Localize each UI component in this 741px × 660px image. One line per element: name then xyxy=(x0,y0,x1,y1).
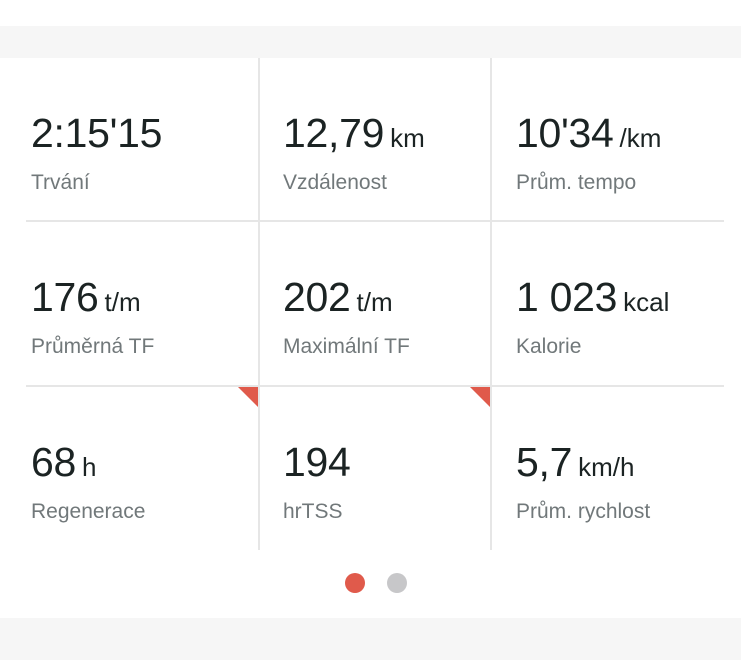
metric-value: 68 h xyxy=(31,439,97,485)
metric-value: 202 t/m xyxy=(283,274,393,320)
metric-label: Prům. rychlost xyxy=(516,500,651,523)
divider xyxy=(258,58,260,550)
metrics-grid: 2:15'15 Trvání 12,79 km Vzdálenost 10'34/… xyxy=(26,58,724,550)
metric-tile-duration[interactable]: 2:15'15 Trvání xyxy=(26,58,258,220)
metric-label: Průměrná TF xyxy=(31,335,155,358)
info-corner-icon xyxy=(238,387,258,407)
metric-tile-max-cadence[interactable]: 202 t/m Maximální TF xyxy=(260,222,490,385)
metric-tile-distance[interactable]: 12,79 km Vzdálenost xyxy=(260,58,490,220)
info-corner-icon xyxy=(470,387,490,407)
metric-value: 2:15'15 xyxy=(31,110,163,156)
divider xyxy=(490,58,492,550)
top-band xyxy=(0,26,741,58)
metric-label: hrTSS xyxy=(283,500,343,523)
metric-tile-hrtss[interactable]: 194 hrTSS xyxy=(260,387,490,550)
page-indicator xyxy=(0,573,741,595)
bottom-band xyxy=(0,618,741,660)
divider xyxy=(26,220,724,222)
metric-value: 12,79 km xyxy=(283,110,425,156)
metric-tile-avg-speed[interactable]: 5,7 km/h Prům. rychlost xyxy=(492,387,724,550)
metric-value: 10'34/km xyxy=(516,110,662,156)
metric-label: Regenerace xyxy=(31,500,146,523)
metric-value: 194 xyxy=(283,439,351,485)
metric-tile-recovery[interactable]: 68 h Regenerace xyxy=(26,387,258,550)
metric-label: Prům. tempo xyxy=(516,171,637,194)
metric-label: Kalorie xyxy=(516,335,582,358)
metric-tile-calories[interactable]: 1 023 kcal Kalorie xyxy=(492,222,724,385)
metric-value: 5,7 km/h xyxy=(516,439,635,485)
metric-value: 176 t/m xyxy=(31,274,141,320)
metric-label: Maximální TF xyxy=(283,335,410,358)
divider xyxy=(26,385,724,387)
metric-tile-avg-pace[interactable]: 10'34/km Prům. tempo xyxy=(492,58,724,220)
page-dot-active[interactable] xyxy=(345,573,365,593)
metric-tile-avg-cadence[interactable]: 176 t/m Průměrná TF xyxy=(26,222,258,385)
page-dot[interactable] xyxy=(387,573,407,593)
metric-label: Vzdálenost xyxy=(283,171,387,194)
metric-label: Trvání xyxy=(31,171,90,194)
metric-value: 1 023 kcal xyxy=(516,274,670,320)
